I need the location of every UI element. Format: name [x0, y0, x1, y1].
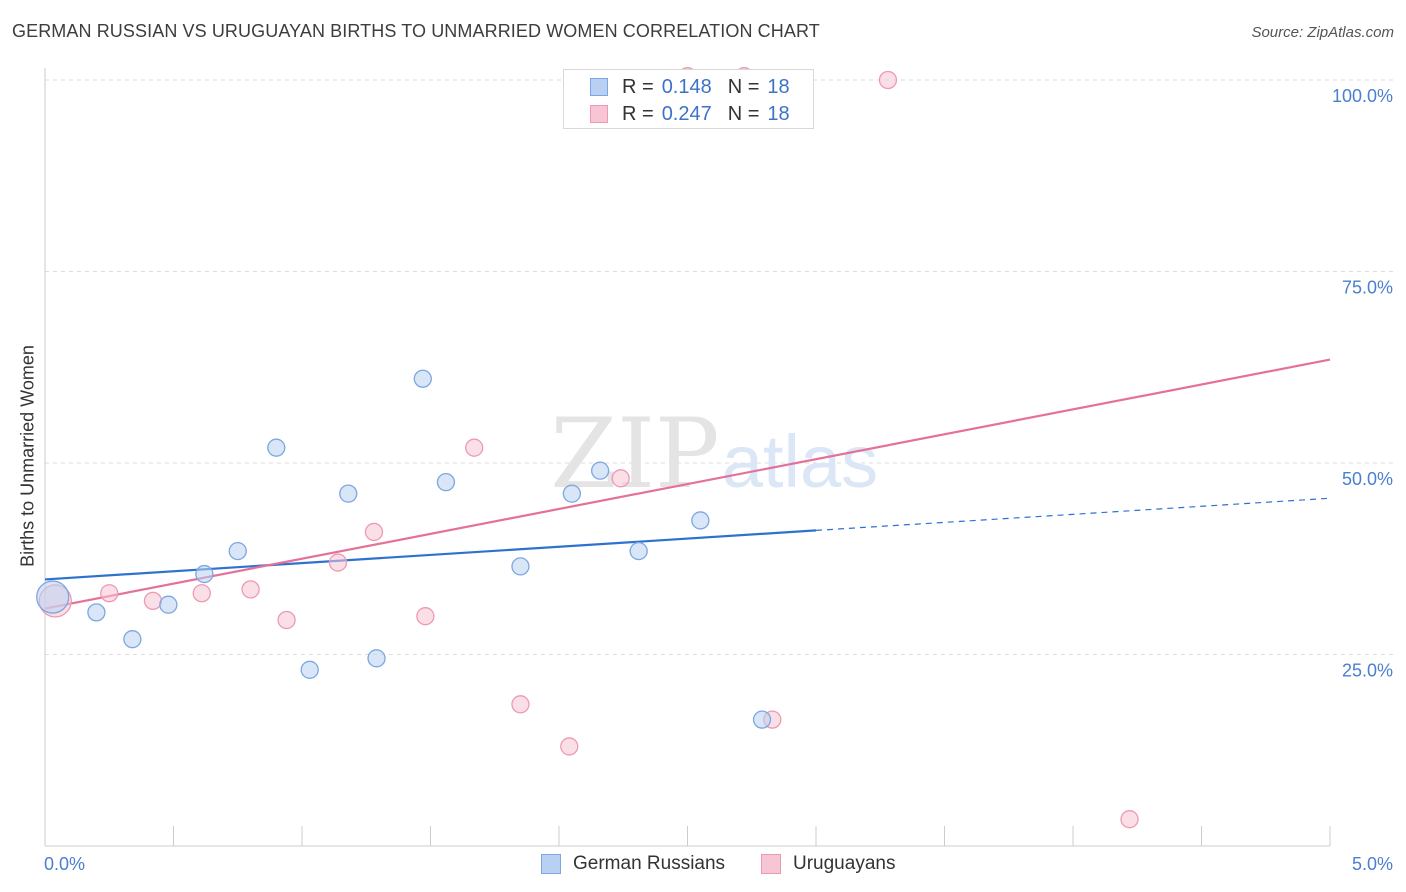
axes: [44, 68, 1331, 847]
point-blue: [367, 649, 386, 668]
correlation-legend: R = 0.148 N = 18 R = 0.247 N = 18: [563, 69, 814, 129]
point-pink: [364, 522, 384, 542]
point-pink: [143, 591, 163, 611]
x-tick-label: 0.0%: [44, 854, 85, 874]
y-tick-label: 50.0%: [1342, 469, 1393, 489]
y-tick-label: 25.0%: [1342, 661, 1393, 681]
point-blue: [752, 710, 772, 729]
point-blue: [228, 541, 247, 561]
point-blue: [413, 369, 432, 388]
legend-r-value: 0.247: [661, 102, 712, 125]
x-tick-label: 5.0%: [1352, 854, 1393, 874]
chart-title: GERMAN RUSSIAN VS URUGUAYAN BIRTHS TO UN…: [12, 21, 820, 41]
point-pink: [328, 553, 348, 572]
y-tick-label: 75.0%: [1342, 278, 1393, 298]
legend-n-label: N =: [727, 102, 760, 125]
legend-row-german-russians: R = 0.148 N = 18: [590, 75, 790, 99]
point-blue: [36, 580, 70, 614]
point-blue: [339, 484, 358, 503]
legend-n-value: 18: [767, 75, 790, 98]
legend-row-uruguayans: R = 0.247 N = 18: [590, 102, 790, 126]
legend-swatch-pink: [590, 105, 608, 123]
point-blue: [590, 461, 610, 480]
point-blue: [195, 564, 214, 584]
point-pink: [878, 70, 898, 90]
series-label: German Russians: [573, 853, 726, 874]
point-blue: [123, 630, 142, 649]
point-blue: [562, 484, 581, 503]
legend-n-label: N =: [727, 75, 760, 98]
legend-r-value: 0.148: [661, 75, 712, 98]
legend-n-value: 18: [767, 102, 790, 125]
series-swatch-blue: [541, 854, 561, 874]
point-blue: [691, 511, 710, 530]
series-legend: German Russians Uruguayans: [0, 852, 1406, 878]
watermark: ZIP atlas: [550, 398, 878, 510]
tick-labels: 25.0% 50.0% 75.0% 100.0% 0.0% 5.0%: [44, 86, 1393, 874]
point-pink: [100, 584, 119, 603]
point-blue: [629, 541, 648, 561]
point-pink: [511, 695, 530, 714]
point-blue: [267, 438, 286, 457]
source-label: Source: ZipAtlas.com: [1251, 24, 1394, 41]
point-blue: [300, 660, 319, 679]
series-legend-uruguayans[interactable]: Uruguayans: [761, 852, 895, 876]
legend-r-label: R =: [622, 102, 654, 125]
data-points: [36, 67, 1139, 829]
point-blue: [436, 472, 456, 492]
point-blue: [511, 557, 530, 576]
legend-swatch-blue: [590, 78, 608, 96]
trend-line-pink: [44, 358, 1331, 610]
point-pink: [192, 584, 211, 603]
point-pink: [241, 580, 260, 599]
y-tick-label: 100.0%: [1332, 86, 1393, 106]
point-pink: [560, 737, 579, 756]
series-legend-german-russians[interactable]: German Russians: [541, 852, 725, 876]
series-swatch-pink: [761, 854, 781, 874]
point-pink: [611, 469, 630, 488]
point-pink: [465, 438, 484, 457]
series-label: Uruguayans: [793, 853, 896, 874]
point-pink: [416, 607, 435, 626]
point-pink: [1120, 810, 1139, 829]
point-blue: [159, 595, 178, 614]
trend-line-blue: [44, 529, 817, 581]
trend-lines: [44, 358, 1331, 610]
trend-line-extension-blue: [815, 497, 1331, 532]
point-pink: [277, 610, 296, 630]
legend-r-label: R =: [622, 75, 654, 98]
point-blue: [87, 603, 106, 622]
